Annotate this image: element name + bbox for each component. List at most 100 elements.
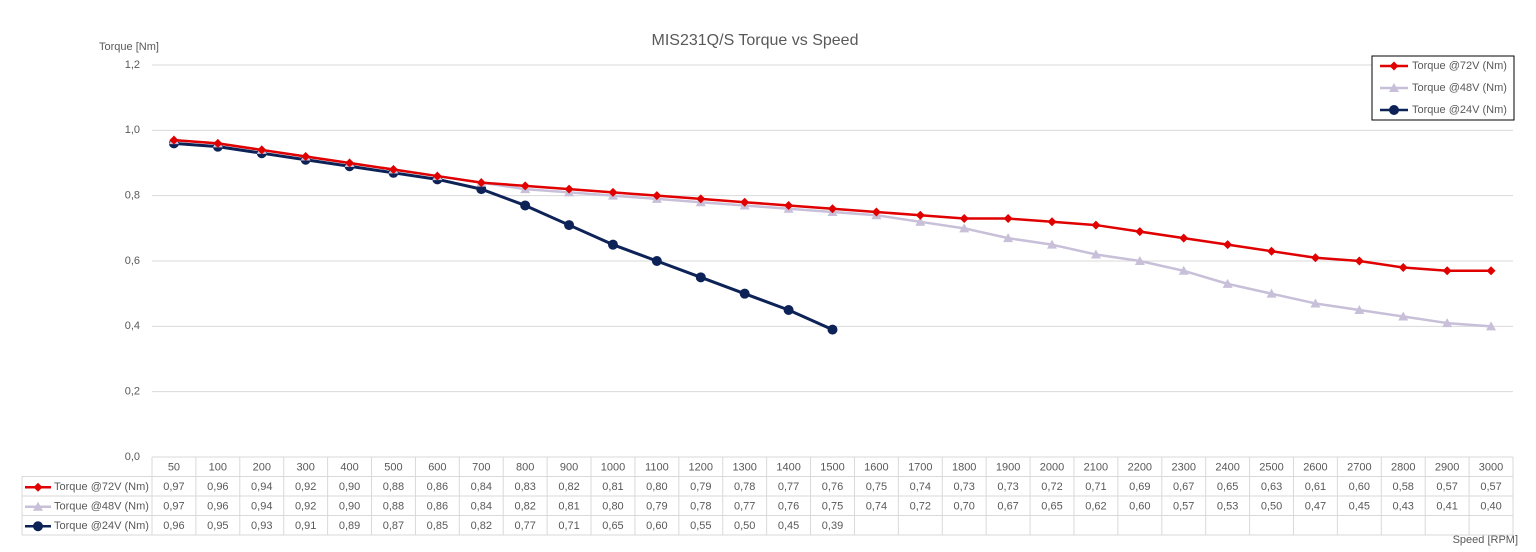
table-value: 0,60	[646, 520, 667, 532]
table-value: 0,63	[1261, 481, 1282, 493]
x-tick-label: 50	[168, 462, 180, 474]
marker	[959, 214, 969, 224]
table-series-name: Torque @72V (Nm)	[54, 481, 149, 493]
table-value: 0,50	[734, 520, 755, 532]
table-value: 0,72	[1041, 481, 1062, 493]
y-tick-label: 0,8	[125, 190, 140, 202]
table-value: 0,47	[1305, 501, 1326, 513]
table-value: 0,90	[339, 481, 360, 493]
table-value: 0,92	[295, 501, 316, 513]
marker	[652, 191, 662, 201]
table-value: 0,78	[690, 501, 711, 513]
y-axis-label: Torque [Nm]	[99, 41, 159, 53]
table-value: 0,81	[558, 501, 579, 513]
table-value: 0,77	[778, 481, 799, 493]
marker	[1310, 298, 1321, 308]
table-value: 0,73	[997, 481, 1018, 493]
table-value: 0,96	[163, 520, 184, 532]
marker	[696, 194, 706, 204]
marker	[1047, 239, 1058, 249]
table-value: 0,70	[953, 501, 974, 513]
chart-title: MIS231Q/S Torque vs Speed	[652, 32, 859, 49]
table-value: 0,79	[690, 481, 711, 493]
table-value: 0,73	[953, 481, 974, 493]
x-tick-label: 1100	[645, 462, 669, 474]
table-value: 0,39	[822, 520, 843, 532]
table-value: 0,81	[602, 481, 623, 493]
marker	[33, 521, 43, 532]
table-value: 0,45	[778, 520, 799, 532]
x-axis-label: Speed [RPM]	[1453, 534, 1518, 546]
table-value: 0,76	[778, 501, 799, 513]
marker	[33, 482, 43, 492]
table-value: 0,61	[1305, 481, 1326, 493]
marker	[1389, 83, 1399, 92]
marker	[828, 204, 837, 214]
table-value: 0,80	[646, 481, 667, 493]
x-tick-label: 1400	[776, 462, 800, 474]
x-tick-label: 1600	[864, 462, 888, 474]
table-value: 0,40	[1480, 501, 1501, 513]
x-tick-label: 2300	[1171, 462, 1195, 474]
table-value: 0,62	[1085, 501, 1106, 513]
table-value: 0,88	[383, 481, 404, 493]
table-value: 0,72	[910, 501, 931, 513]
table-value: 0,53	[1217, 501, 1238, 513]
table-value: 0,92	[295, 481, 316, 493]
x-tick-label: 1300	[732, 462, 756, 474]
x-tick-label: 2500	[1259, 462, 1283, 474]
x-tick-label: 2800	[1391, 462, 1415, 474]
marker	[740, 197, 750, 207]
y-tick-label: 0,0	[125, 451, 140, 463]
table-value: 0,82	[558, 481, 579, 493]
marker	[1135, 227, 1145, 237]
marker	[915, 210, 925, 220]
table-value: 0,41	[1436, 501, 1457, 513]
x-tick-label: 2700	[1347, 462, 1371, 474]
table-value: 0,84	[471, 501, 492, 513]
marker	[783, 305, 794, 315]
table-value: 0,88	[383, 501, 404, 513]
x-tick-label: 2200	[1128, 462, 1152, 474]
marker	[520, 200, 531, 211]
table-value: 0,67	[1173, 481, 1194, 493]
marker	[1047, 217, 1057, 227]
x-tick-label: 2100	[1084, 462, 1108, 474]
marker	[1354, 305, 1365, 314]
table-value: 0,65	[1041, 501, 1062, 513]
x-tick-label: 1000	[601, 462, 625, 474]
marker	[476, 184, 487, 195]
x-tick-label: 1200	[689, 462, 713, 474]
y-tick-label: 1,0	[125, 124, 140, 136]
x-tick-label: 2400	[1215, 462, 1239, 474]
marker	[959, 223, 970, 233]
marker	[564, 184, 574, 194]
table-series-name: Torque @48V (Nm)	[54, 501, 149, 513]
x-tick-label: 100	[209, 462, 227, 474]
x-tick-label: 1700	[908, 462, 932, 474]
table-value: 0,94	[251, 481, 272, 493]
marker	[432, 171, 442, 181]
table-value: 0,79	[646, 501, 667, 513]
table-value: 0,77	[514, 520, 535, 532]
marker	[301, 151, 311, 161]
marker	[1223, 240, 1233, 250]
marker	[1003, 214, 1013, 224]
marker	[1091, 220, 1101, 230]
table-value: 0,50	[1261, 501, 1282, 513]
table-value: 0,85	[427, 520, 448, 532]
x-tick-label: 900	[560, 462, 578, 474]
marker	[1389, 61, 1399, 71]
marker	[388, 165, 398, 175]
table-value: 0,97	[163, 501, 184, 513]
x-tick-label: 400	[340, 462, 358, 474]
x-tick-label: 300	[296, 462, 314, 474]
table-value: 0,78	[734, 481, 755, 493]
series-line	[173, 141, 834, 331]
table-value: 0,58	[1393, 481, 1414, 493]
legend-label: Torque @72V (Nm)	[1412, 60, 1507, 72]
x-tick-label: 2600	[1303, 462, 1327, 474]
y-tick-label: 0,4	[125, 320, 140, 332]
table-value: 0,95	[207, 520, 228, 532]
